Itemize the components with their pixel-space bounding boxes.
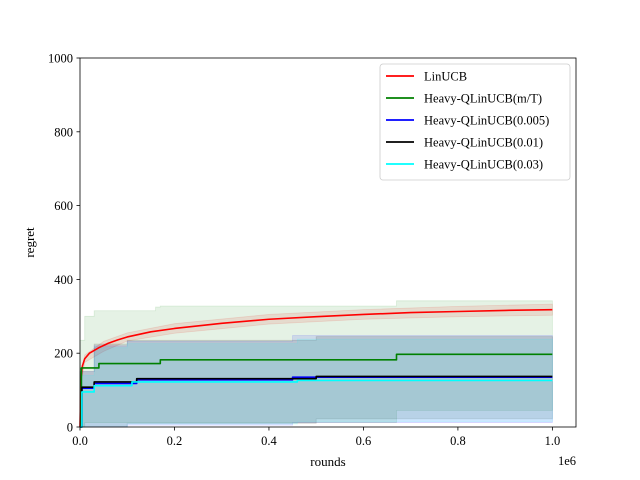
legend-entry-2: Heavy-QLinUCB(m/T) bbox=[424, 92, 542, 106]
confidence-bands bbox=[79, 300, 553, 428]
x-tick-label: 0.0 bbox=[72, 434, 88, 448]
series-line-5 bbox=[80, 379, 553, 428]
legend-entry-1: LinUCB bbox=[424, 70, 467, 84]
legend-entry-5: Heavy-QLinUCB(0.03) bbox=[424, 158, 543, 172]
x-tick-label: 0.2 bbox=[167, 434, 183, 448]
x-axis-label: rounds bbox=[310, 454, 345, 469]
y-axis-ticks: 0 200 400 600 800 1000 bbox=[48, 52, 80, 435]
legend: LinUCB Heavy-QLinUCB(m/T) Heavy-QLinUCB(0.… bbox=[379, 63, 571, 181]
confidence-band-5 bbox=[79, 338, 553, 428]
x-tick-label: 1.0 bbox=[545, 434, 561, 448]
confidence-band-2 bbox=[79, 300, 553, 428]
y-tick-label: 1000 bbox=[48, 52, 73, 66]
y-tick-label: 800 bbox=[54, 125, 73, 139]
x-tick-label: 0.8 bbox=[450, 434, 466, 448]
series-lines bbox=[79, 308, 553, 428]
legend-entry-3: Heavy-QLinUCB(0.005) bbox=[424, 114, 549, 128]
y-tick-label: 200 bbox=[54, 347, 73, 361]
legend-box bbox=[379, 63, 571, 181]
y-axis-label: regret bbox=[22, 227, 37, 258]
confidence-band-1 bbox=[79, 303, 553, 428]
legend-entry-4: Heavy-QLinUCB(0.01) bbox=[424, 136, 543, 150]
y-tick-label: 400 bbox=[54, 273, 73, 287]
x-axis-ticks: 0.0 0.2 0.4 0.6 0.8 1.0 bbox=[72, 427, 560, 448]
y-tick-label: 600 bbox=[54, 199, 73, 213]
x-tick-label: 0.6 bbox=[356, 434, 372, 448]
x-axis-offset-label: 1e6 bbox=[558, 454, 576, 468]
axes-frame bbox=[79, 57, 577, 428]
y-tick-label: 0 bbox=[67, 421, 73, 435]
x-tick-label: 0.4 bbox=[261, 434, 277, 448]
series-line-1 bbox=[79, 308, 553, 428]
